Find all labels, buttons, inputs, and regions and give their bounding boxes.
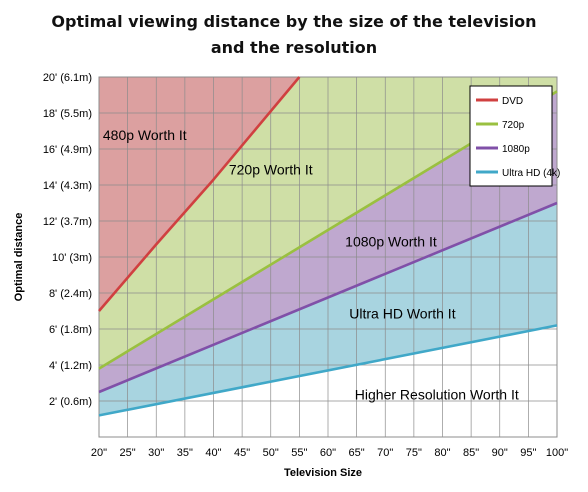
y-axis-title: Optimal distance — [13, 213, 25, 302]
region-label: 480p Worth It — [103, 127, 187, 143]
x-tick-label: 65" — [349, 447, 365, 459]
y-tick-label: 12' (3.7m) — [43, 216, 92, 228]
y-tick-label: 8' (2.4m) — [49, 288, 92, 300]
y-tick-label: 2' (0.6m) — [49, 396, 92, 408]
region-label: 1080p Worth It — [345, 233, 437, 249]
x-tick-label: 30" — [148, 447, 164, 459]
x-tick-label: 60" — [320, 447, 336, 459]
x-tick-label: 90" — [492, 447, 508, 459]
y-tick-label: 10' (3m) — [52, 252, 92, 264]
x-axis-title: Television Size — [284, 467, 362, 479]
x-axis-ticks: 20" 25" 30" 35" 40" 45" 50" 55" 60" 65" 70" 75" 80" 8… — [91, 447, 568, 459]
series-line-3 — [98, 201, 558, 394]
x-tick-label: 75" — [406, 447, 422, 459]
x-tick-label: 40" — [205, 447, 221, 459]
x-tick-label: 55" — [291, 447, 307, 459]
x-tick-label: 70" — [377, 447, 393, 459]
legend-item-label: Ultra HD (4k) — [502, 168, 560, 179]
region-label: 720p Worth It — [229, 161, 313, 177]
region-label: Higher Resolution Worth It — [355, 386, 519, 402]
legend-item-label: 1080p — [502, 144, 530, 155]
x-tick-label: 25" — [120, 447, 136, 459]
series-line-1 — [98, 76, 301, 312]
x-tick-label: 80" — [434, 447, 450, 459]
x-tick-label: 35" — [177, 447, 193, 459]
x-tick-label: 20" — [91, 447, 107, 459]
y-tick-label: 6' (1.8m) — [49, 324, 92, 336]
x-tick-label: 45" — [234, 447, 250, 459]
legend: DVD 720p 1080p Ultra HD (4k) — [469, 85, 560, 187]
series-line-4 — [98, 324, 558, 417]
plot-border — [98, 76, 558, 438]
chart-title-line2: and the resolution — [210, 38, 378, 57]
legend-box — [469, 85, 553, 187]
legend-item-label: 720p — [502, 120, 525, 131]
legend-item-label: DVD — [502, 96, 523, 107]
y-tick-label: 18' (5.5m) — [43, 108, 92, 120]
x-tick-label: 50" — [263, 447, 279, 459]
y-tick-label: 4' (1.2m) — [49, 360, 92, 372]
x-tick-label: 100" — [546, 447, 568, 459]
region-labels: 480p Worth It 720p Worth It 1080p Worth It… — [103, 127, 519, 402]
y-tick-label: 16' (4.9m) — [43, 144, 92, 156]
y-axis-ticks: 2' (0.6m) 4' (1.2m) 6' (1.8m) 8' (2.4m) 10' … — [43, 72, 92, 408]
y-tick-label: 20' (6.1m) — [43, 72, 92, 84]
x-tick-label: 85" — [463, 447, 479, 459]
region-label: Ultra HD Worth It — [349, 305, 455, 321]
chart-title: Optimal viewing distance by the size of … — [51, 12, 537, 31]
x-tick-label: 95" — [520, 447, 536, 459]
y-tick-label: 14' (4.3m) — [43, 180, 92, 192]
